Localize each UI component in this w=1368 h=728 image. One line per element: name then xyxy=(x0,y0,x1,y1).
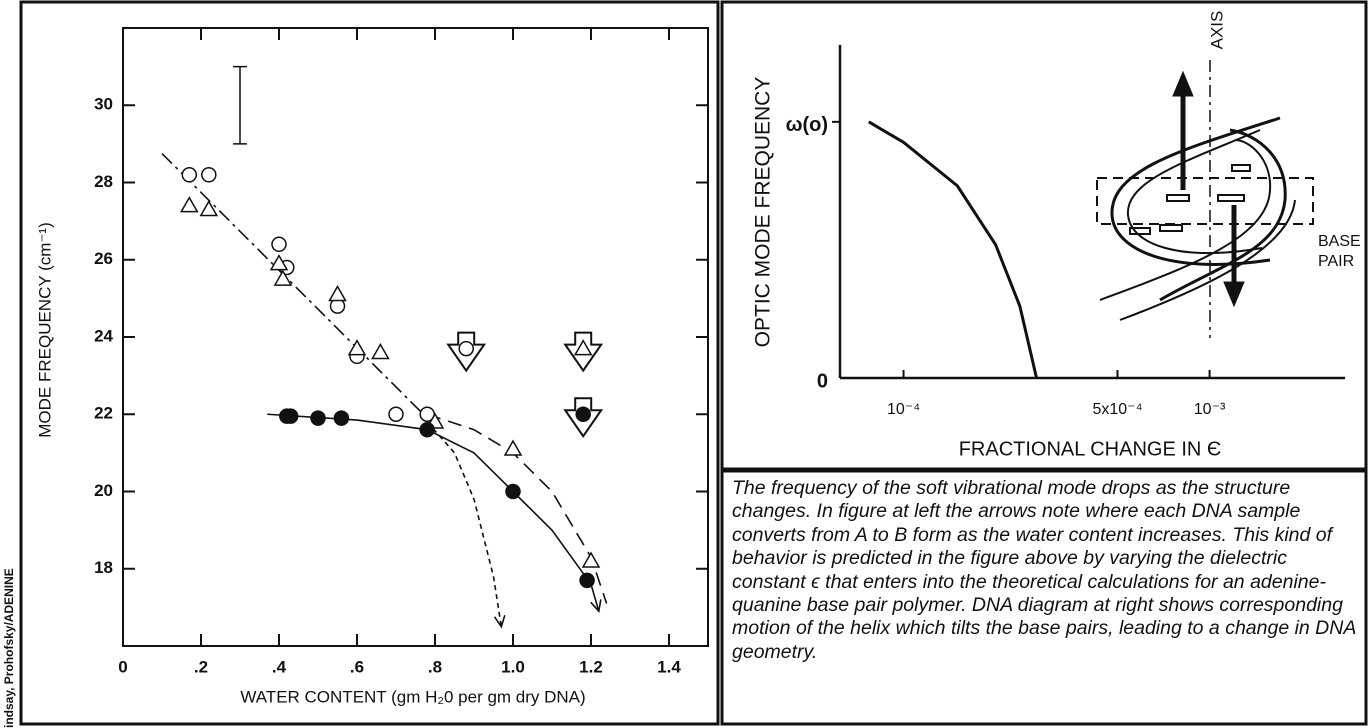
x-tick-label: 1.4 xyxy=(657,657,681,676)
frames xyxy=(19,0,1368,726)
triangle-marker xyxy=(269,254,289,271)
triangle-marker xyxy=(180,196,199,213)
helix-diagram xyxy=(1096,60,1314,338)
filled-circle-marker xyxy=(579,572,595,589)
x-tick-label: 1.0 xyxy=(501,657,525,676)
fit-curve xyxy=(267,413,600,612)
error-bar xyxy=(233,65,247,145)
y-tick-label: 22 xyxy=(94,404,113,423)
triangle-marker xyxy=(328,285,347,302)
fit-curve xyxy=(426,413,608,604)
x-tick-label: .6 xyxy=(350,657,364,676)
filled-circle-marker xyxy=(333,410,350,426)
filled-circle-marker xyxy=(310,410,326,426)
y-tick-label: ω(o) xyxy=(786,114,828,136)
fit-curve xyxy=(426,421,503,627)
x-axis-label: WATER CONTENT (gm H₂0 per gm dry DNA) xyxy=(240,687,585,706)
y-tick-label: 30 xyxy=(94,95,113,114)
arrow-head xyxy=(493,614,506,629)
triangle-marker xyxy=(581,551,601,568)
diagram-label: AXIS xyxy=(1207,11,1226,50)
credit: indsay, Prohofsky/ADENINE xyxy=(2,568,16,728)
y-axis-label: OPTIC MODE FREQUENCY xyxy=(752,77,775,348)
axes xyxy=(838,45,1345,380)
x-tick-label: 0 xyxy=(118,657,127,676)
caption: The frequency of the soft vibrational mo… xyxy=(732,477,1356,663)
triangle-marker xyxy=(503,439,523,456)
diagram-label: BASE PAIR xyxy=(1318,233,1361,270)
y-axis-label: MODE FREQUENCY (cm⁻¹) xyxy=(35,222,54,438)
line xyxy=(868,120,1038,379)
filled-circle-marker xyxy=(282,408,299,424)
y-tick-label: 24 xyxy=(94,326,113,345)
triangle-marker xyxy=(371,342,390,360)
x-tick-label: 10⁻⁴ xyxy=(887,401,920,418)
triangle-marker xyxy=(347,339,367,356)
open-circle-marker xyxy=(201,167,217,183)
open-circle-marker xyxy=(388,406,404,422)
y-tick-label: 20 xyxy=(94,481,113,500)
x-tick-label: 1.2 xyxy=(579,657,603,676)
filled-circle-marker xyxy=(575,406,591,422)
plot-frame xyxy=(122,27,709,647)
y-tick-label: 18 xyxy=(94,558,113,577)
y-tick-label: 26 xyxy=(94,249,113,268)
arrow-head xyxy=(590,599,602,614)
open-circle-marker xyxy=(181,167,198,183)
x-tick-label: .4 xyxy=(272,657,287,676)
open-circle-marker xyxy=(271,236,287,253)
triangle-marker xyxy=(199,200,219,217)
x-tick-label: 10⁻³ xyxy=(1194,401,1226,418)
y-tick-label: 28 xyxy=(94,172,113,191)
x-tick-label: 5x10⁻⁴ xyxy=(1092,401,1142,418)
fit-curve xyxy=(161,152,436,427)
x-tick-label: .2 xyxy=(194,657,208,676)
triangle-marker xyxy=(573,339,593,356)
filled-circle-marker xyxy=(419,421,435,438)
y-tick-label: 0 xyxy=(817,370,828,392)
triangle-marker xyxy=(273,269,293,286)
x-axis-label: FRACTIONAL CHANGE IN Є xyxy=(959,438,1222,460)
filled-circle-marker xyxy=(505,483,521,500)
open-circle-marker xyxy=(458,340,474,357)
x-tick-label: .8 xyxy=(428,657,442,676)
